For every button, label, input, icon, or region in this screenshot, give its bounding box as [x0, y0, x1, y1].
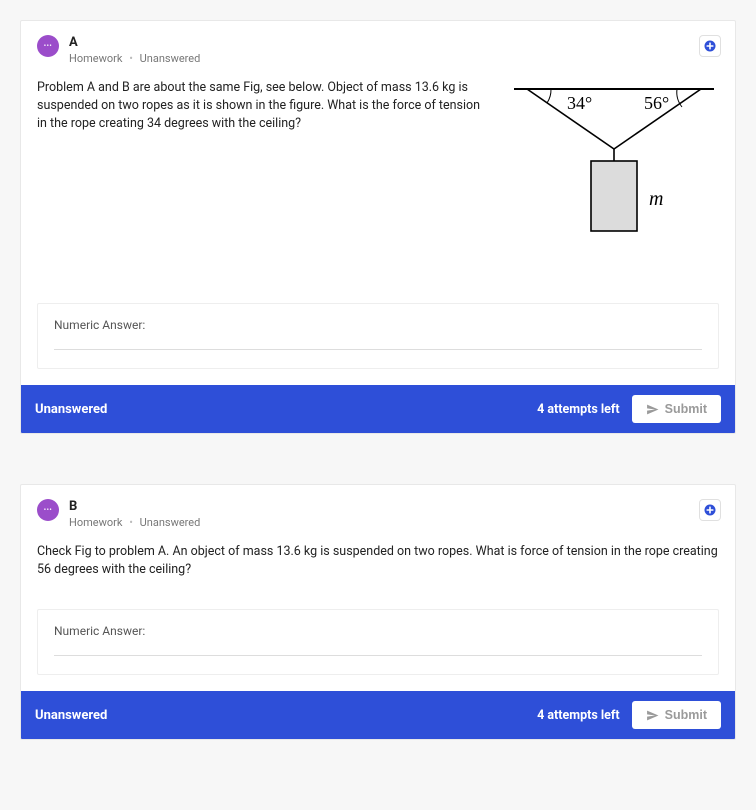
footer-status: Unanswered [35, 402, 537, 417]
physics-figure: 34° 56° m [509, 79, 719, 243]
send-icon [646, 709, 659, 722]
submit-label: Submit [665, 402, 707, 416]
answer-input[interactable] [54, 336, 702, 350]
chat-icon [37, 35, 59, 57]
footer-status: Unanswered [35, 708, 537, 723]
meta-status: Unanswered [140, 516, 201, 529]
question-prompt: Check Fig to problem A. An object of mas… [37, 543, 719, 579]
expand-button[interactable] [699, 499, 721, 521]
angle-left-label: 34° [567, 93, 592, 113]
attempts-left: 4 attempts left [537, 402, 620, 417]
meta-separator: • [129, 52, 133, 65]
angle-right-label: 56° [644, 93, 669, 113]
card-header: A Homework • Unanswered [21, 21, 735, 73]
send-icon [646, 403, 659, 416]
meta-category: Homework [69, 52, 122, 65]
plus-circle-icon [704, 504, 716, 516]
answer-label: Numeric Answer: [54, 624, 702, 638]
answer-input[interactable] [54, 642, 702, 656]
expand-button[interactable] [699, 35, 721, 57]
card-body: Problem A and B are about the same Fig, … [21, 73, 735, 385]
answer-box[interactable]: Numeric Answer: [37, 303, 719, 369]
card-footer: Unanswered 4 attempts left Submit [21, 691, 735, 739]
header-text: B Homework • Unanswered [69, 499, 200, 529]
submit-button[interactable]: Submit [632, 701, 721, 729]
mass-label: m [649, 188, 663, 210]
question-meta: Homework • Unanswered [69, 516, 200, 529]
header-text: A Homework • Unanswered [69, 35, 200, 65]
question-card: B Homework • Unanswered Check Fig to pro… [20, 484, 736, 740]
question-card: A Homework • Unanswered Problem A and B … [20, 20, 736, 434]
answer-label: Numeric Answer: [54, 318, 702, 332]
meta-category: Homework [69, 516, 122, 529]
question-title: B [69, 499, 200, 514]
card-header: B Homework • Unanswered [21, 485, 735, 537]
meta-status: Unanswered [140, 52, 201, 65]
submit-label: Submit [665, 708, 707, 722]
meta-separator: • [129, 516, 133, 529]
question-meta: Homework • Unanswered [69, 52, 200, 65]
attempts-left: 4 attempts left [537, 708, 620, 723]
question-prompt: Problem A and B are about the same Fig, … [37, 79, 493, 243]
card-footer: Unanswered 4 attempts left Submit [21, 385, 735, 433]
chat-icon [37, 499, 59, 521]
question-title: A [69, 35, 200, 50]
card-body: Check Fig to problem A. An object of mas… [21, 537, 735, 691]
submit-button[interactable]: Submit [632, 395, 721, 423]
plus-circle-icon [704, 40, 716, 52]
answer-box[interactable]: Numeric Answer: [37, 609, 719, 675]
